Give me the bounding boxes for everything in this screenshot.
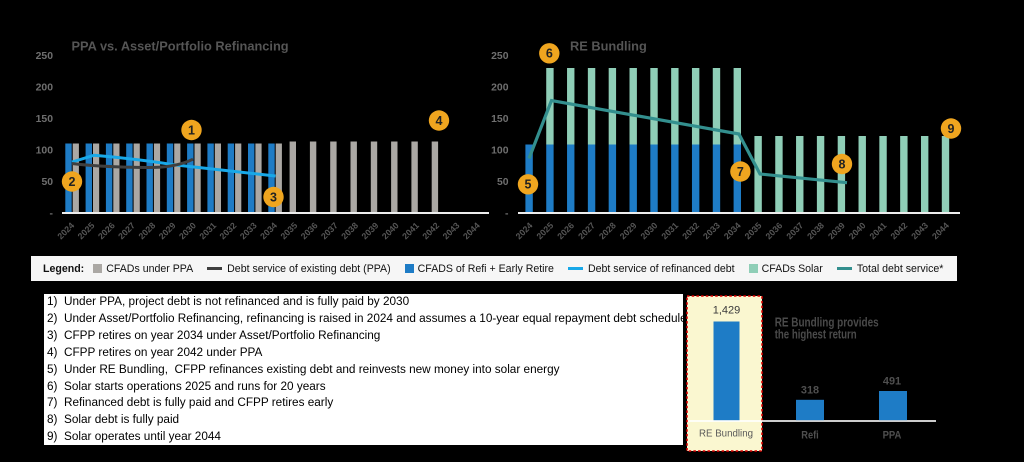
svg-text:7: 7 [737,165,744,179]
svg-text:150: 150 [36,114,54,125]
svg-text:50: 50 [41,177,53,188]
svg-text:PPA: PPA [883,430,902,442]
svg-text:3: 3 [270,190,277,204]
svg-text:4: 4 [436,114,443,128]
svg-text:250: 250 [491,51,509,62]
svg-text:318: 318 [801,385,819,397]
svg-text:RE Bundling: RE Bundling [699,428,753,440]
svg-text:the highest return: the highest return [775,326,857,341]
svg-text:6: 6 [546,47,553,61]
svg-text:1,429: 1,429 [713,305,741,317]
svg-text:RE Bundling: RE Bundling [570,39,647,54]
svg-text:-: - [50,209,54,220]
svg-text:9: 9 [948,122,955,136]
svg-text:100: 100 [491,146,509,157]
svg-text:-: - [505,209,509,220]
svg-text:100: 100 [36,146,54,157]
svg-text:1: 1 [188,123,195,137]
svg-text:2: 2 [69,175,76,189]
svg-text:8: 8 [839,157,846,171]
svg-text:Refi: Refi [801,430,819,442]
svg-text:PPA vs. Asset/Portfolio Refina: PPA vs. Asset/Portfolio Refinancing [72,39,289,54]
svg-text:200: 200 [491,83,509,94]
svg-text:200: 200 [36,83,54,94]
svg-text:250: 250 [36,51,54,62]
svg-text:5: 5 [525,178,532,192]
svg-text:491: 491 [883,376,901,388]
svg-text:50: 50 [497,177,509,188]
svg-text:150: 150 [491,114,509,125]
svg-text:RE Bundling provides: RE Bundling provides [775,314,879,329]
